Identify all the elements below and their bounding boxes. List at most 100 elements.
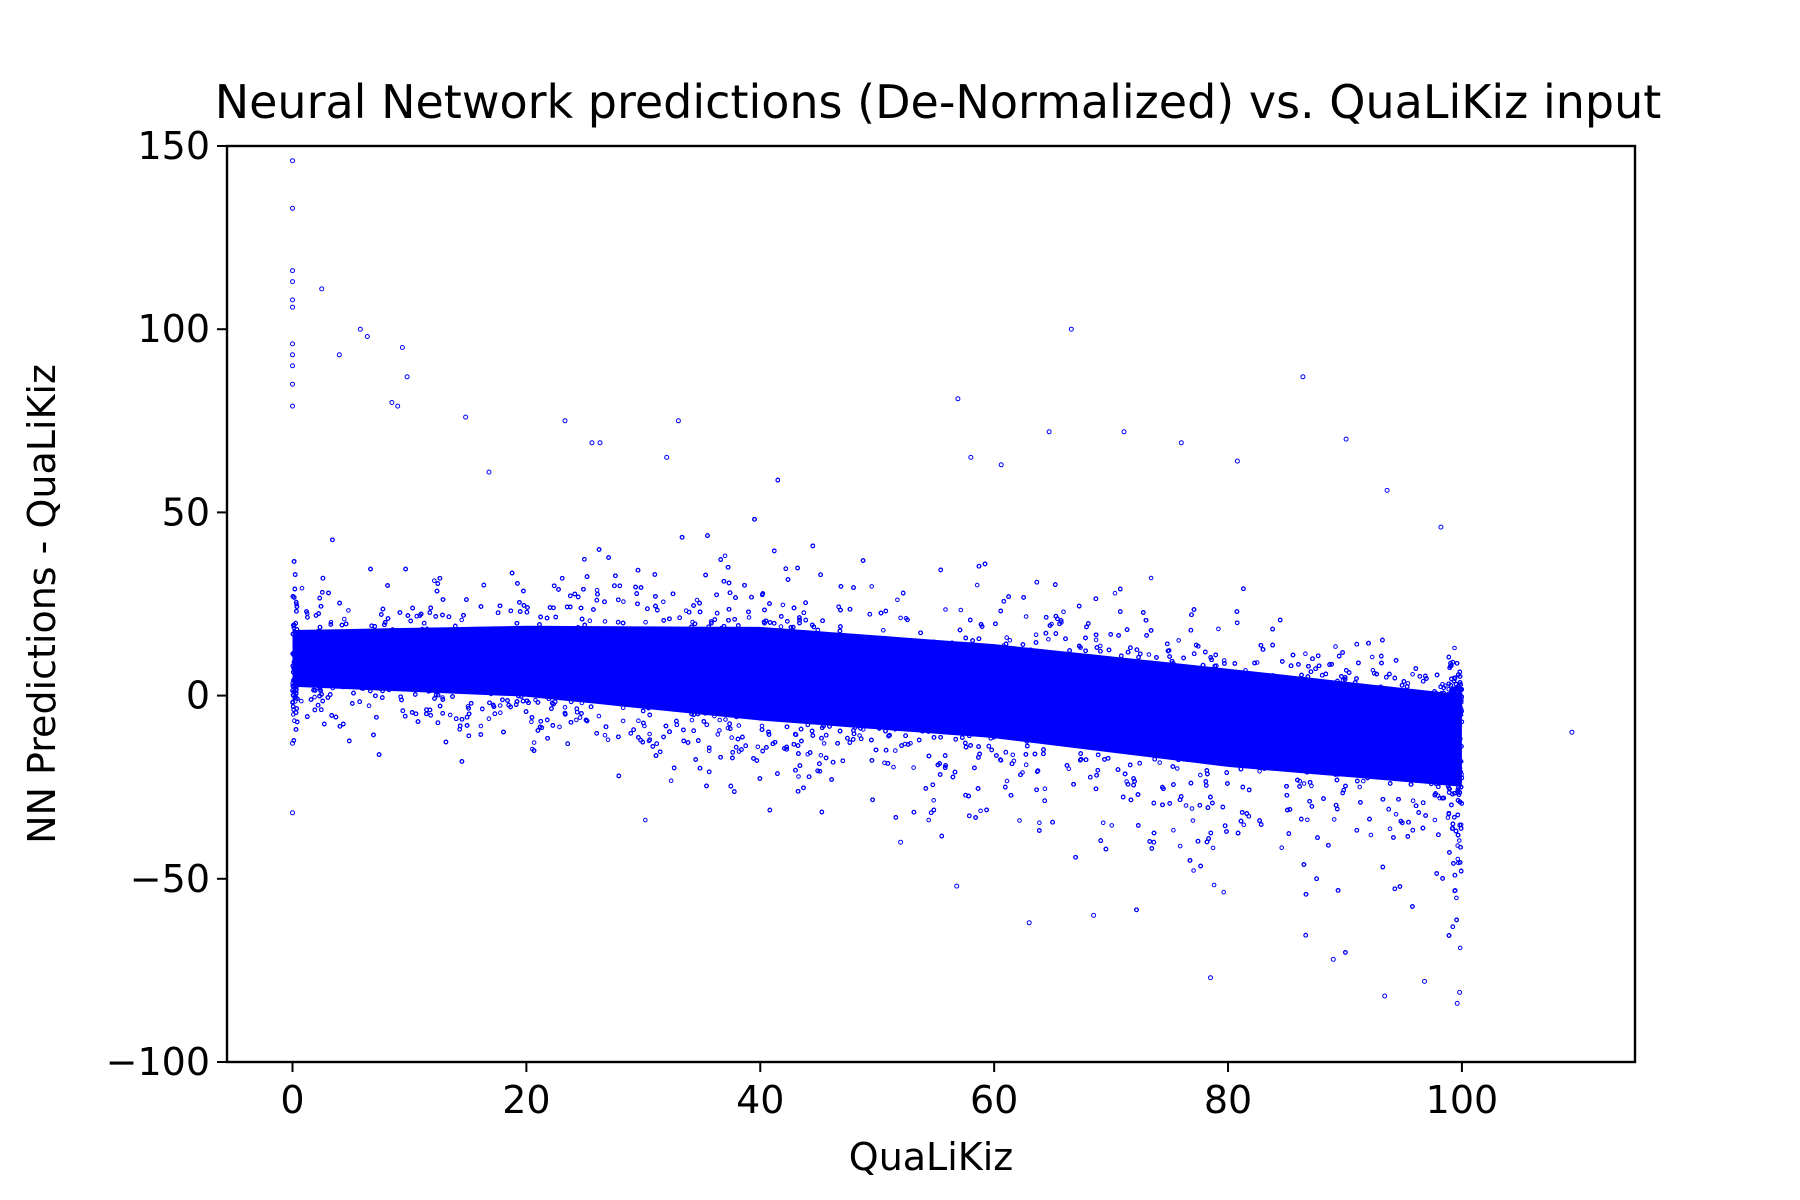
data-point: [791, 656, 797, 661]
data-point: [943, 607, 948, 612]
data-point: [808, 648, 813, 654]
data-point: [1410, 672, 1415, 677]
data-point: [991, 659, 997, 665]
data-point: [1443, 712, 1449, 718]
data-point: [1422, 706, 1427, 711]
data-point: [1369, 722, 1374, 727]
data-point: [373, 679, 378, 684]
data-point: [1319, 742, 1324, 748]
data-point: [796, 774, 801, 779]
data-point: [601, 683, 606, 688]
data-point: [498, 710, 503, 716]
data-point: [504, 647, 509, 652]
data-point: [594, 587, 600, 593]
data-point: [1198, 772, 1203, 778]
data-point: [416, 658, 422, 663]
data-point: [415, 674, 421, 679]
data-point: [1221, 889, 1226, 895]
data-point: [755, 645, 761, 651]
scatter-points: [290, 158, 1575, 1006]
data-point: [432, 675, 437, 680]
data-point: [352, 662, 358, 668]
data-point: [440, 695, 445, 700]
data-point: [902, 741, 908, 747]
data-point: [501, 684, 507, 690]
data-point: [345, 677, 350, 683]
data-point: [589, 642, 595, 648]
data-point: [1023, 762, 1029, 768]
data-point: [483, 654, 489, 660]
data-point: [778, 624, 784, 629]
data-point: [616, 678, 621, 684]
data-point: [1368, 832, 1374, 838]
data-point: [1436, 768, 1442, 773]
data-point: [1303, 651, 1308, 657]
data-point: [1023, 614, 1029, 619]
data-point: [800, 659, 806, 665]
data-point: [1037, 820, 1042, 826]
data-point: [803, 654, 809, 660]
data-point: [1331, 703, 1336, 709]
data-point: [626, 652, 632, 657]
data-point: [705, 659, 710, 664]
data-point: [1171, 686, 1176, 692]
data-point: [459, 617, 465, 623]
data-point: [717, 717, 723, 723]
data-point: [492, 682, 497, 687]
data-point: [459, 661, 465, 667]
data-point: [1109, 734, 1115, 740]
data-point: [677, 702, 683, 707]
data-point: [1367, 719, 1372, 724]
data-point: [1279, 845, 1284, 851]
data-point: [1200, 684, 1206, 689]
data-point: [587, 618, 593, 624]
data-point: [914, 707, 920, 712]
data-point: [898, 700, 904, 706]
data-point: [926, 817, 932, 823]
data-point: [1018, 699, 1024, 705]
data-point: [1363, 688, 1369, 693]
data-point: [729, 735, 735, 740]
data-point: [766, 709, 771, 715]
data-point: [930, 660, 935, 665]
data-point: [1136, 683, 1141, 689]
data-point: [891, 764, 896, 770]
data-point: [725, 725, 731, 731]
data-point: [458, 667, 463, 673]
data-point: [1099, 663, 1105, 668]
data-point: [1230, 707, 1236, 713]
data-point: [991, 721, 997, 727]
data-point: [1042, 786, 1048, 792]
data-point: [342, 616, 347, 622]
data-point: [1257, 769, 1262, 774]
data-point: [415, 631, 420, 637]
data-point: [780, 602, 786, 608]
data-point: [364, 661, 370, 667]
data-point: [1352, 692, 1357, 698]
data-point: [707, 685, 713, 691]
data-point: [1301, 677, 1306, 682]
data-point: [831, 718, 837, 723]
data-point: [1357, 784, 1362, 790]
data-point: [978, 808, 983, 814]
data-point: [1112, 590, 1118, 596]
data-point: [383, 637, 389, 642]
data-point: [475, 647, 481, 653]
data-point: [1331, 817, 1337, 822]
data-point: [1439, 691, 1444, 696]
data-point: [1046, 637, 1051, 642]
data-point: [531, 740, 537, 745]
data-point: [661, 599, 666, 605]
data-point: [967, 684, 973, 690]
data-point: [1393, 812, 1399, 817]
data-point: [1004, 635, 1010, 640]
data-point: [1246, 733, 1252, 738]
data-point: [620, 718, 626, 724]
data-point: [1284, 766, 1289, 772]
data-point: [894, 696, 900, 701]
data-point: [1311, 749, 1316, 755]
data-point: [578, 631, 584, 636]
data-point: [1181, 682, 1186, 687]
data-point: [590, 674, 595, 680]
